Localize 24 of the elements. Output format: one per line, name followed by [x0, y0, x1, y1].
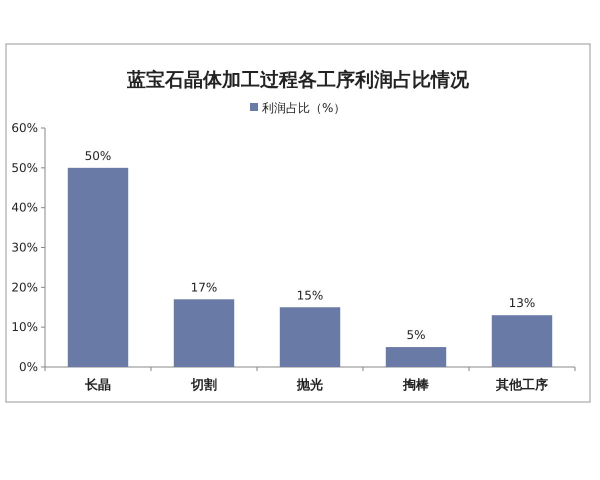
- data-label: 15%: [296, 288, 324, 302]
- data-label: 13%: [508, 296, 536, 310]
- data-label: 5%: [406, 328, 426, 342]
- y-tick-label: 10%: [11, 320, 38, 334]
- y-tick-label: 0%: [18, 360, 38, 374]
- bar: [68, 168, 128, 367]
- bar: [386, 347, 446, 367]
- legend-label: 利润占比（%）: [262, 101, 346, 115]
- y-tick-label: 30%: [11, 240, 38, 254]
- x-tick-label: 切割: [190, 377, 217, 393]
- y-tick-label: 50%: [11, 160, 38, 175]
- data-label: 17%: [190, 280, 218, 294]
- x-tick-label: 其他工序: [495, 377, 548, 393]
- x-tick-label: 长晶: [84, 378, 111, 393]
- bar: [174, 299, 234, 367]
- y-tick-label: 40%: [11, 200, 38, 215]
- x-tick-label: 抛光: [296, 378, 323, 393]
- bar: [280, 307, 340, 367]
- bar: [492, 315, 552, 367]
- chart-title: 蓝宝石晶体加工过程各工序利润占比情况: [126, 69, 470, 91]
- x-tick-label: 掏棒: [402, 378, 430, 393]
- data-label: 50%: [84, 148, 112, 163]
- y-tick-label: 20%: [11, 280, 38, 294]
- y-tick-label: 60%: [11, 121, 38, 135]
